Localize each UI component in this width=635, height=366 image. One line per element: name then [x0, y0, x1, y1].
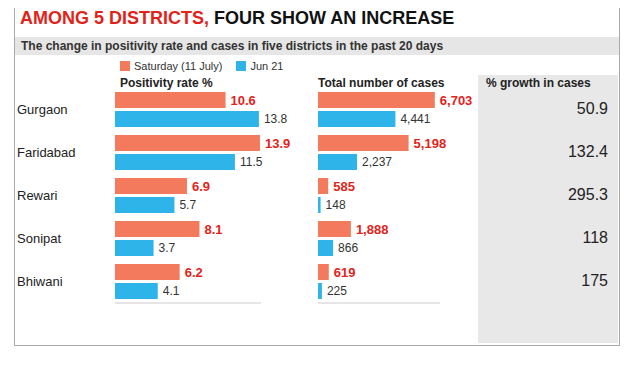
svg-text:619: 619 [334, 265, 356, 280]
html-text:Positivity rate %: Positivity rate % [120, 76, 213, 90]
svg-text:Bhiwani: Bhiwani [17, 274, 63, 289]
svg-text:2,237: 2,237 [362, 155, 392, 169]
html-text:50.9: 50.9 [576, 99, 608, 117]
svg-text:Rewari: Rewari [17, 188, 58, 203]
html-text:175: 175 [581, 271, 608, 289]
html-text:Jun 21: Jun 21 [250, 60, 284, 72]
svg-text:148: 148 [326, 198, 346, 212]
html-text:Total number of cases: Total number of cases [318, 76, 445, 90]
html-text:AMONG 5 DISTRICTS, FOUR SHOW A: AMONG 5 DISTRICTS, FOUR SHOW AN INCREASE [20, 8, 455, 28]
svg-text:6,703: 6,703 [440, 93, 473, 108]
svg-text:585: 585 [333, 179, 355, 194]
svg-text:Gurgaon: Gurgaon [17, 102, 68, 117]
svg-text:4.1: 4.1 [163, 284, 180, 298]
svg-text:3.7: 3.7 [159, 241, 176, 255]
svg-text:5.7: 5.7 [179, 198, 196, 212]
html-text:118: 118 [582, 228, 608, 246]
html-text:132.4: 132.4 [568, 142, 608, 160]
svg-text:866: 866 [338, 241, 358, 255]
svg-text:Sonipat: Sonipat [17, 231, 61, 246]
svg-text:1,888: 1,888 [356, 222, 389, 237]
html-text:Saturday (11 July): Saturday (11 July) [134, 60, 223, 72]
svg-text:8.1: 8.1 [204, 222, 222, 237]
html-text:% growth in cases: % growth in cases [486, 76, 591, 90]
svg-text:Faridabad: Faridabad [17, 145, 76, 160]
svg-text:6.9: 6.9 [192, 179, 210, 194]
html-text:295.3: 295.3 [568, 185, 608, 203]
svg-text:225: 225 [327, 284, 347, 298]
svg-text:4,441: 4,441 [400, 112, 430, 126]
svg-text:11.5: 11.5 [240, 155, 263, 169]
svg-text:5,198: 5,198 [414, 136, 447, 151]
html-text:The change in positivity rate: The change in positivity rate and cases … [21, 39, 444, 53]
svg-text:10.6: 10.6 [231, 93, 256, 108]
svg-text:13.8: 13.8 [264, 112, 288, 126]
svg-text:6.2: 6.2 [185, 265, 203, 280]
svg-text:13.9: 13.9 [265, 136, 290, 151]
